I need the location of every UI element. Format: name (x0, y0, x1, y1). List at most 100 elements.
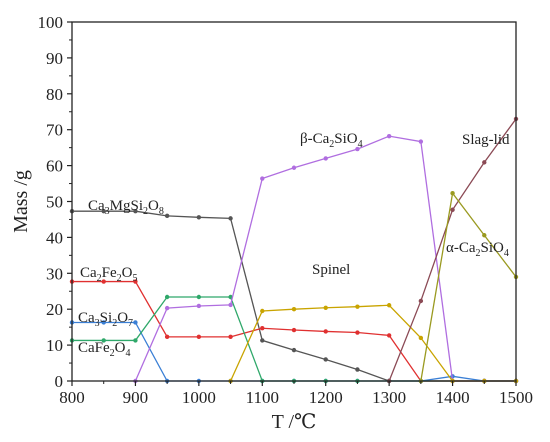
data-point (228, 334, 233, 340)
series-label: β-Ca2SiO4 (300, 131, 363, 150)
data-point (418, 298, 424, 304)
series-label-subscript: 8 (159, 206, 164, 217)
x-axis-title: T /℃ (272, 411, 317, 433)
data-point (133, 208, 138, 214)
data-point (386, 303, 392, 308)
data-point (228, 302, 233, 308)
data-point (260, 338, 265, 343)
data-point (386, 333, 392, 338)
series-label-subscript: 5 (133, 273, 138, 284)
data-point (291, 327, 297, 333)
series-label-subscript: 2 (110, 348, 115, 359)
series-label: Ca3Si2O7 (78, 310, 133, 329)
data-point (355, 146, 360, 152)
data-point (196, 294, 202, 300)
data-point (355, 304, 360, 309)
series-line-7 (420, 191, 517, 382)
data-point (133, 338, 138, 343)
series-label-part: O (148, 198, 159, 214)
series-label-part: Spinel (312, 262, 350, 278)
series-label-part: Fe (102, 265, 117, 281)
data-point (260, 176, 265, 181)
y-tick-label: 90 (46, 49, 63, 68)
data-point (196, 215, 202, 220)
series-label-subscript: 2 (143, 206, 148, 217)
data-point (101, 320, 106, 325)
y-tick-label: 80 (46, 85, 63, 104)
data-point (386, 133, 392, 139)
series-label-subscript: 7 (128, 318, 133, 329)
series-label-subscript: 4 (126, 348, 131, 359)
series-label-subscript: 3 (105, 206, 110, 217)
data-point (323, 357, 328, 362)
series-label-part: Si (100, 310, 113, 326)
series-label-part: Slag-lid (462, 132, 510, 148)
series-label-part: O (122, 265, 133, 281)
series-label: Ca3MgSi2O8 (88, 198, 164, 217)
series-label-part: Ca (78, 310, 95, 326)
series-label-part: O (115, 340, 126, 356)
series-label-part: SiO (481, 240, 505, 256)
data-point (260, 308, 265, 314)
data-point (228, 216, 233, 221)
x-tick-label: 800 (59, 388, 85, 407)
series-label-part: Ca (88, 198, 105, 214)
data-point (291, 347, 297, 353)
data-point (418, 335, 424, 341)
axes: 800 900 1000 1100 1200 1300 1400 1500 0 10 20 30 40 5… (38, 13, 534, 407)
series-label-subscript: 3 (95, 318, 100, 329)
data-point (164, 305, 170, 311)
y-tick-label: 30 (46, 264, 63, 283)
x-tick-label: 1100 (246, 388, 279, 407)
y-tick-label: 100 (38, 13, 64, 32)
y-tick-label: 50 (46, 193, 63, 212)
series-label-subscript: 2 (476, 248, 481, 259)
series-label-part: Ca (80, 265, 97, 281)
data-point (101, 208, 106, 214)
series-label-part: α-Ca (446, 240, 476, 256)
data-point (450, 207, 455, 212)
data-point (355, 367, 360, 372)
series-label-subscript: 2 (329, 139, 334, 150)
y-tick-label: 10 (46, 336, 63, 355)
data-point (196, 334, 202, 340)
series-label-subscript: 4 (504, 248, 509, 259)
y-tick-label: 20 (46, 300, 63, 319)
data-point (355, 330, 360, 335)
series-label: α-Ca2SiO4 (446, 240, 509, 259)
data-point (291, 307, 297, 312)
y-tick-label: 70 (46, 121, 63, 140)
x-tick-label: 1300 (372, 388, 406, 407)
series-label-subscript: 4 (358, 139, 363, 150)
data-point (196, 303, 202, 309)
data-point (291, 165, 297, 170)
y-tick-label: 40 (46, 228, 63, 247)
y-tick-label: 0 (55, 372, 64, 391)
series-label: Slag-lid (462, 132, 510, 148)
x-tick-label: 1000 (182, 388, 216, 407)
series-line-5 (229, 304, 516, 382)
data-point (482, 160, 487, 165)
series-label: Spinel (312, 262, 350, 278)
data-point (164, 334, 170, 340)
x-tick-label: 900 (123, 388, 149, 407)
data-point (164, 294, 170, 300)
series-label-subscript: 2 (117, 273, 122, 284)
data-point (164, 213, 170, 219)
y-tick-label: 60 (46, 157, 63, 176)
x-tick-label: 1400 (436, 388, 470, 407)
data-point (133, 320, 138, 325)
x-tick-label: 1200 (309, 388, 343, 407)
data-point (260, 326, 265, 331)
series-label-part: β-Ca (300, 131, 330, 147)
series-line-4 (134, 135, 516, 382)
y-axis-title: Mass /g (10, 170, 32, 233)
series-label-part: CaFe (78, 340, 110, 356)
series-label-part: MgSi (110, 198, 143, 214)
data-point (450, 191, 455, 196)
data-point (323, 329, 328, 334)
data-point (482, 233, 487, 238)
x-tick-label: 1500 (499, 388, 533, 407)
